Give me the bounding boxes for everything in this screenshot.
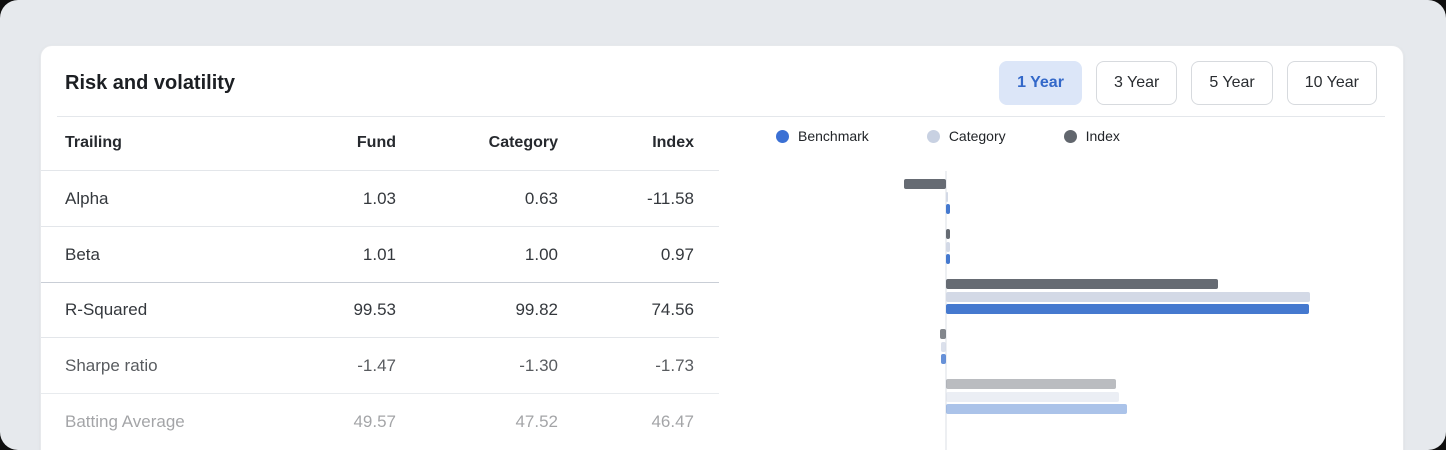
index-value-alpha: -11.58 xyxy=(647,188,694,208)
bar-r-squared-category xyxy=(946,291,1311,302)
fund-value-beta: 1.01 xyxy=(362,244,396,264)
legend-label-category: Category xyxy=(948,128,1006,144)
table-row-batting-average: Batting Average 49.57 47.52 46.47 xyxy=(41,394,719,450)
bar-alpha-category xyxy=(946,191,949,202)
risk-volatility-card: Risk and volatility 1 Year 3 Year 5 Year 10… xyxy=(40,45,1404,450)
row-label-batting-average: Batting Average xyxy=(65,412,185,431)
bar-beta-index xyxy=(946,229,950,239)
row-label-sharpe-ratio: Sharpe ratio xyxy=(65,355,158,375)
category-value-alpha: 0.63 xyxy=(524,188,558,208)
bar-sharpe-ratio-index xyxy=(939,329,946,339)
title-divider xyxy=(57,116,1385,117)
column-header-category: Category xyxy=(488,134,558,151)
bar-batting-average-index xyxy=(946,379,1116,389)
period-button-3-year[interactable]: 3 Year xyxy=(1095,61,1178,105)
column-header-fund: Fund xyxy=(356,134,396,151)
bar-batting-average-category xyxy=(946,391,1120,402)
period-button-1-year[interactable]: 1 Year xyxy=(999,61,1082,105)
table-row-beta: Beta 1.01 1.00 0.97 xyxy=(41,227,719,283)
bar-r-squared-index xyxy=(946,279,1219,289)
table-row-r-squared: R-Squared 99.53 99.82 74.56 xyxy=(41,282,719,338)
table-body: Alpha 1.03 0.63 -11.58 Beta 1.01 1.00 0.97 R-Squ… xyxy=(41,171,719,450)
legend-label-index: Index xyxy=(1085,128,1120,144)
chart-axis-line xyxy=(945,171,947,450)
bar-batting-average-benchmark xyxy=(946,404,1127,414)
index-value-r-squared: 74.56 xyxy=(651,300,694,319)
legend-item-benchmark: Benchmark xyxy=(776,128,869,144)
bar-sharpe-ratio-category xyxy=(941,341,946,352)
legend-label-benchmark: Benchmark xyxy=(798,128,869,144)
legend-dot-benchmark xyxy=(776,129,789,143)
category-value-r-squared: 99.82 xyxy=(515,300,558,319)
row-label-beta: Beta xyxy=(65,244,100,264)
period-button-10-year[interactable]: 10 Year xyxy=(1286,61,1377,105)
category-value-beta: 1.00 xyxy=(524,244,558,264)
fund-value-batting-average: 49.57 xyxy=(353,412,396,431)
row-label-alpha: Alpha xyxy=(65,188,109,208)
index-value-batting-average: 46.47 xyxy=(651,412,694,431)
bar-alpha-benchmark xyxy=(946,204,950,214)
period-buttons: 1 Year 3 Year 5 Year 10 Year xyxy=(999,61,1377,105)
risk-table: Trailing Fund Category Index Alpha 1.03 0.63 -… xyxy=(41,116,719,450)
column-header-index: Index xyxy=(652,134,694,151)
category-value-sharpe-ratio: -1.30 xyxy=(519,355,558,375)
fund-value-r-squared: 99.53 xyxy=(353,300,396,319)
bar-beta-benchmark xyxy=(946,254,950,264)
bar-r-squared-benchmark xyxy=(946,304,1310,314)
fund-value-alpha: 1.03 xyxy=(362,188,396,208)
table-header-row: Trailing Fund Category Index xyxy=(41,116,719,171)
chart-legend: Benchmark Category Index xyxy=(776,128,1120,144)
legend-dot-index xyxy=(1063,129,1077,143)
bar-beta-category xyxy=(946,241,950,252)
bar-alpha-index xyxy=(903,179,946,189)
category-value-batting-average: 47.52 xyxy=(515,412,558,431)
fund-value-sharpe-ratio: -1.47 xyxy=(357,355,396,375)
bar-sharpe-ratio-benchmark xyxy=(940,354,946,364)
legend-item-category: Category xyxy=(926,128,1006,144)
legend-item-index: Index xyxy=(1063,128,1120,144)
index-value-sharpe-ratio: -1.73 xyxy=(655,355,694,375)
card-title: Risk and volatility xyxy=(65,72,236,94)
table-row-alpha: Alpha 1.03 0.63 -11.58 xyxy=(41,171,719,227)
index-value-beta: 0.97 xyxy=(660,244,694,264)
column-header-trailing: Trailing xyxy=(65,134,122,151)
legend-dot-category xyxy=(926,129,940,143)
row-label-r-squared: R-Squared xyxy=(65,300,148,319)
table-row-sharpe-ratio: Sharpe ratio -1.47 -1.30 -1.73 xyxy=(41,338,719,394)
period-button-5-year[interactable]: 5 Year xyxy=(1191,61,1273,105)
